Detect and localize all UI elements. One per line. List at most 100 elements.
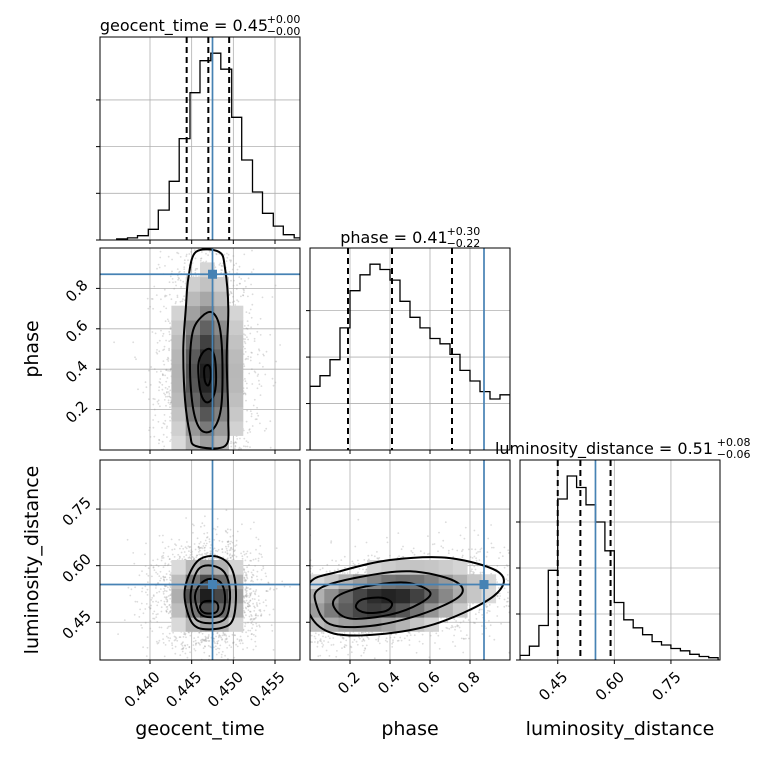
sample-point: [200, 450, 202, 452]
density-cell: [171, 421, 187, 436]
sample-point: [232, 255, 235, 257]
sample-point: [190, 551, 192, 554]
sample-point: [206, 455, 208, 457]
sample-point: [142, 612, 145, 615]
sample-point: [250, 614, 253, 616]
sample-point: [244, 559, 247, 562]
sample-point: [246, 590, 248, 592]
sample-point: [249, 593, 252, 595]
sample-point: [219, 490, 221, 492]
sample-point: [223, 275, 225, 278]
sample-point: [223, 476, 225, 478]
sample-point: [255, 613, 257, 615]
sample-point: [204, 490, 206, 492]
sample-point: [166, 600, 168, 603]
sample-point: [205, 252, 207, 255]
sample-point: [271, 296, 274, 298]
sample-point: [239, 282, 241, 285]
sample-point: [188, 550, 190, 552]
sample-point: [244, 147, 246, 149]
sample-point: [230, 445, 233, 448]
sample-point: [179, 467, 181, 469]
sample-point: [153, 569, 156, 571]
sample-point: [216, 526, 219, 528]
sample-point: [207, 502, 209, 504]
sample-point: [251, 425, 254, 427]
sample-point: [144, 381, 147, 384]
sample-point: [169, 416, 171, 418]
sample-point: [249, 308, 252, 311]
sample-point: [196, 464, 198, 466]
sample-point: [166, 600, 169, 602]
sample-point: [237, 300, 240, 303]
sample-point: [249, 410, 252, 413]
sample-point: [269, 333, 272, 336]
sample-point: [162, 374, 164, 377]
sample-point: [242, 648, 244, 651]
sample-point: [255, 602, 258, 604]
sample-point: [213, 637, 216, 640]
sample-point: [166, 395, 169, 398]
sample-point: [251, 598, 254, 600]
sample-point: [187, 545, 190, 548]
sample-point: [245, 631, 248, 634]
sample-point: [221, 473, 223, 475]
sample-point: [170, 466, 172, 468]
sample-point: [200, 465, 202, 467]
sample-point: [201, 476, 203, 478]
sample-point: [231, 554, 234, 557]
sample-point: [187, 454, 189, 456]
sample-point: [158, 381, 161, 383]
sample-point: [247, 602, 249, 605]
sample-point: [240, 552, 243, 555]
sample-point: [207, 254, 210, 257]
sample-point: [158, 339, 161, 342]
sample-point: [217, 636, 220, 639]
sample-point: [248, 312, 251, 315]
sample-point: [158, 389, 160, 392]
density-cell: [200, 392, 215, 408]
sample-point: [218, 539, 221, 542]
sample-point: [252, 602, 255, 605]
sample-point: [224, 640, 227, 643]
sample-point: [159, 570, 162, 573]
sample-point: [250, 638, 253, 641]
sample-point: [179, 279, 182, 282]
sample-point: [246, 556, 249, 558]
sample-point: [181, 498, 183, 500]
sample-point: [226, 531, 229, 534]
sample-point: [215, 533, 218, 536]
sample-point: [152, 595, 155, 597]
sample-point: [175, 476, 177, 478]
sample-point: [152, 566, 155, 569]
sample-point: [226, 214, 228, 216]
sample-point: [145, 542, 147, 545]
sample-point: [198, 466, 200, 468]
sample-point: [246, 320, 249, 322]
sample-point: [258, 349, 261, 352]
sample-point: [157, 402, 160, 405]
sample-point: [265, 350, 268, 353]
sample-point: [265, 604, 268, 607]
sample-point: [220, 220, 222, 222]
sample-point: [180, 286, 183, 288]
sample-point: [279, 344, 281, 346]
sample-point: [204, 515, 206, 518]
sample-point: [246, 387, 248, 389]
sample-point: [167, 358, 170, 360]
sample-point: [247, 587, 249, 589]
sample-point: [209, 485, 211, 487]
sample-point: [227, 253, 230, 256]
sample-point: [162, 632, 164, 635]
sample-point: [274, 381, 277, 384]
sample-point: [149, 384, 152, 386]
sample-point: [167, 595, 170, 597]
sample-point: [162, 552, 165, 554]
sample-point: [247, 295, 249, 298]
sample-point: [150, 366, 153, 368]
sample-point: [207, 644, 210, 647]
sample-point: [183, 633, 186, 635]
sample-point: [250, 592, 253, 594]
sample-point: [202, 545, 205, 547]
sample-point: [163, 305, 165, 308]
